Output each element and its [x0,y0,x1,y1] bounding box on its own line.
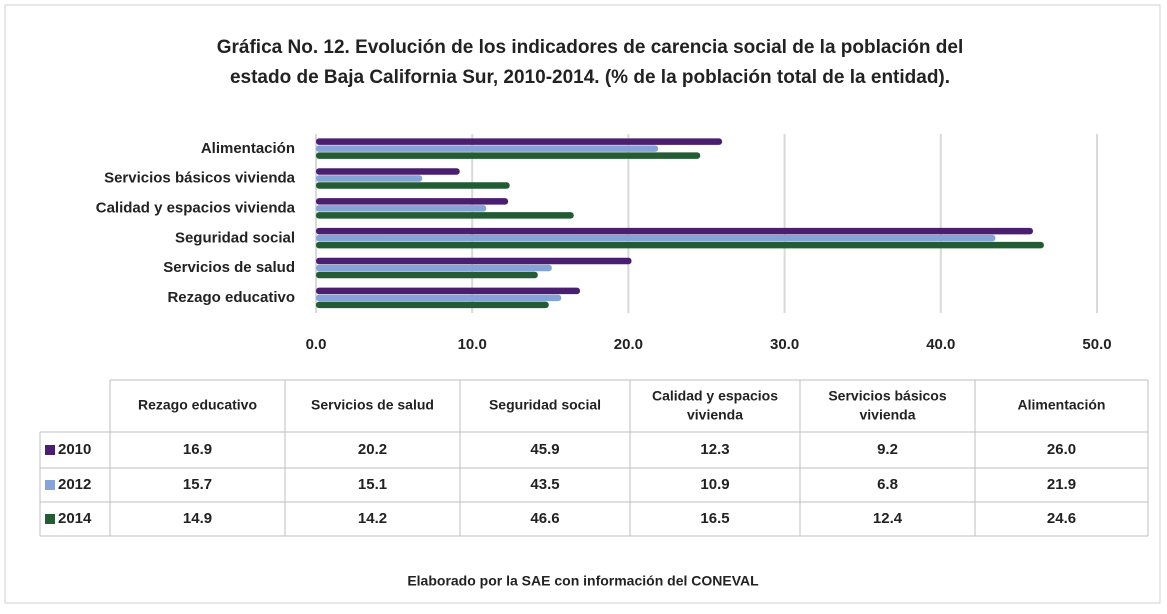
table-cell: 46.6 [530,510,559,527]
bar [316,271,538,279]
legend-label: 2012 [58,476,91,493]
table-cell: 16.9 [183,441,212,458]
table-cell: 26.0 [1047,441,1076,458]
y-tick-label: Rezago educativo [167,289,295,306]
table-cell: 15.1 [358,476,387,493]
table-header: Servicios básicos [828,388,947,404]
bar [316,287,580,295]
bar [316,212,574,219]
y-tick-label: Servicios de salud [163,259,295,276]
bar [316,264,552,272]
table-cell: 16.5 [700,510,729,527]
table-header: Rezago educativo [138,397,257,413]
table-cell: 24.6 [1047,510,1076,527]
x-tick-label: 40.0 [926,336,955,353]
table-cell: 15.7 [183,476,212,493]
frame [4,4,1161,604]
bar [316,175,423,182]
x-tick-label: 50.0 [1082,336,1111,353]
y-tick-label: Seguridad social [175,229,295,246]
footnote: Elaborado por la SAE con información del… [407,573,759,589]
y-tick-label: Alimentación [201,140,295,157]
table-header: vivienda [687,407,743,423]
bar [316,205,487,212]
table-cell: 6.8 [877,476,898,493]
legend-swatch [45,480,55,490]
bar [316,168,460,175]
bar [316,241,1044,249]
table-cell: 14.9 [183,510,212,527]
table-cell: 14.2 [358,510,387,527]
legend-label: 2014 [58,510,92,527]
table-cell: 10.9 [700,476,729,493]
chart-title: Gráfica No. 12. Evolución de los indicad… [217,37,964,58]
bar [316,301,549,309]
x-tick-label: 0.0 [306,336,327,353]
table-cell: 20.2 [358,441,387,458]
table-cell: 43.5 [530,476,559,493]
x-tick-label: 30.0 [770,336,799,353]
bar [316,198,509,205]
y-tick-label: Calidad y espacios vivienda [96,200,296,217]
legend-label: 2010 [58,441,91,458]
table-cell: 21.9 [1047,476,1076,493]
bar [316,294,562,302]
bar [316,145,659,152]
x-tick-label: 10.0 [458,336,487,353]
y-tick-label: Servicios básicos vivienda [104,170,296,187]
table-cell: 12.4 [873,510,903,527]
bar [316,257,632,265]
bar [316,182,510,189]
table-header: Calidad y espacios [652,388,778,404]
table-header: Alimentación [1018,397,1106,413]
table-header: Seguridad social [489,397,601,413]
table-header: Servicios de salud [311,397,434,413]
bar [316,152,701,159]
bar [316,234,996,242]
table-header: vivienda [859,407,915,423]
table-cell: 12.3 [700,441,729,458]
legend-swatch [45,514,55,524]
legend-swatch [45,445,55,455]
table-cell: 9.2 [877,441,898,458]
table-cell: 45.9 [530,441,559,458]
bar [316,138,723,145]
bar [316,227,1033,235]
chart-title: estado de Baja California Sur, 2010-2014… [230,67,950,88]
x-tick-label: 20.0 [614,336,643,353]
